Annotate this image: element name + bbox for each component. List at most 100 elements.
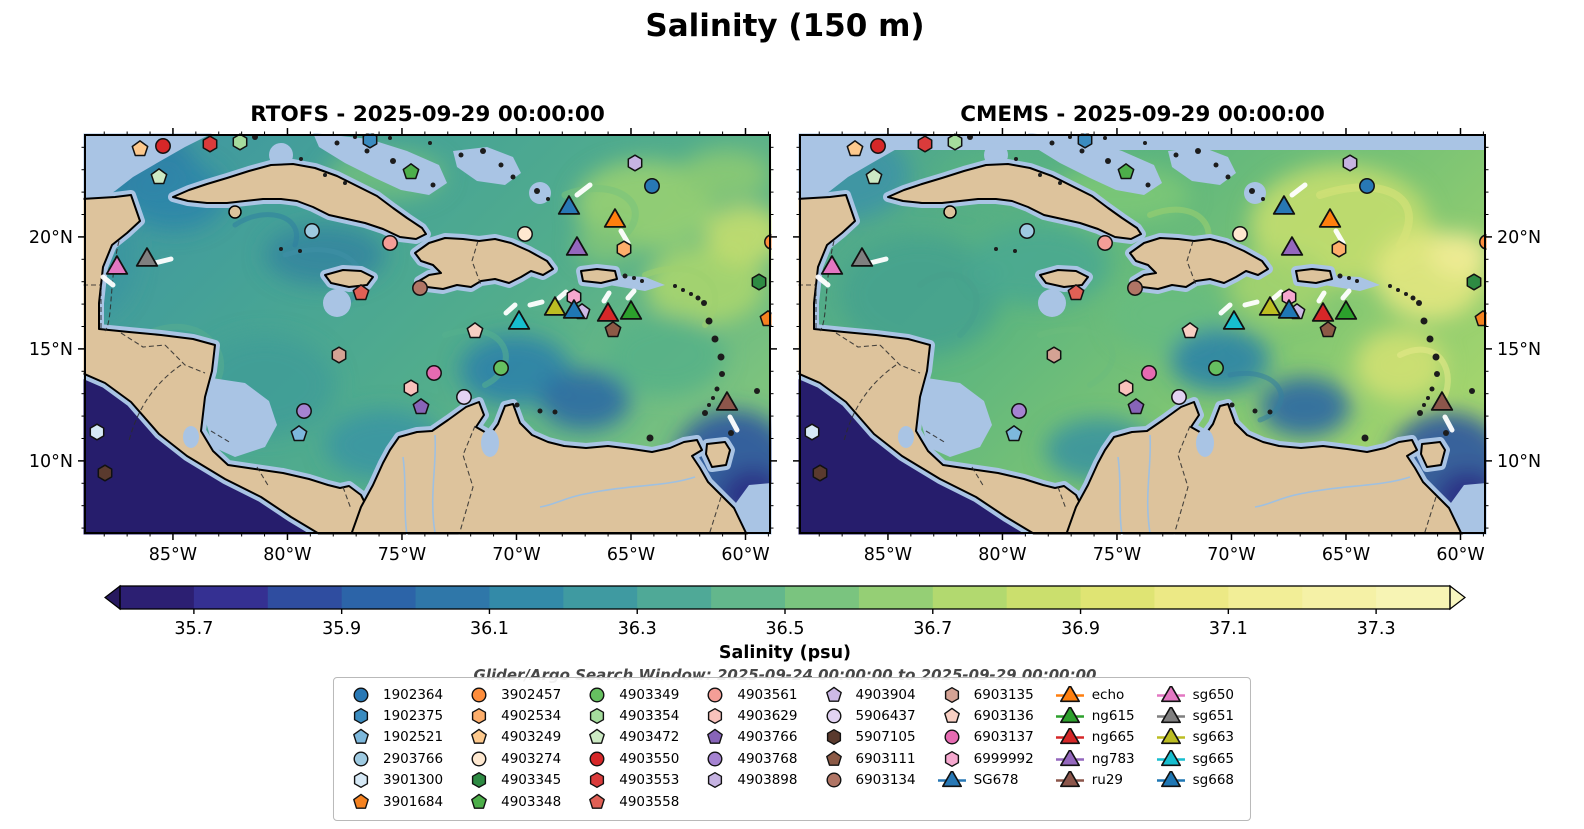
float-marker-icon <box>825 750 842 766</box>
colorbar-tick-label: 36.7 <box>913 619 952 639</box>
marker-ru29 <box>715 391 739 411</box>
colorbar: 35.7 35.9 36.1 36.3 36.5 36.7 36.9 37.1 37.3 Sali… <box>0 580 1584 665</box>
marker-4903274 <box>1232 226 1248 242</box>
marker-sg651 <box>135 247 159 267</box>
legend-item-sg650: sg650 <box>1156 684 1234 705</box>
legend-label: ru29 <box>1091 772 1124 789</box>
legend-item-4903561: 4903561 <box>700 684 797 705</box>
marker-ng783 <box>565 236 589 256</box>
lon-tick-label: 75°W <box>1093 545 1141 565</box>
legend-label: 5907105 <box>855 729 916 746</box>
legend-box: 1902364 1902375 1902521 2903766 3901300 39016… <box>332 677 1252 822</box>
lon-tick-label: 70°W <box>1207 545 1255 565</box>
marker-4903629 <box>403 379 419 397</box>
map-panel-cmems: CMEMS - 2025-09-29 00:00:00 85°W 80°W 75°W… <box>793 102 1541 565</box>
marker-6903134 <box>1127 280 1143 296</box>
marker-4903349 <box>493 360 509 376</box>
legend-item-4903550: 4903550 <box>582 748 679 769</box>
marker-4903553 <box>202 135 218 153</box>
marker-echo <box>603 208 627 228</box>
legend-item-ng615: ng615 <box>1055 705 1135 726</box>
lon-tick-label: 80°W <box>263 545 311 565</box>
marker-5906437 <box>1171 389 1187 405</box>
legend-item-sg651: sg651 <box>1156 705 1234 726</box>
legend-item-4903768: 4903768 <box>700 748 797 769</box>
marker-ng783 <box>1280 236 1304 256</box>
legend-label: 4903768 <box>737 750 798 767</box>
legend-label: 6903111 <box>855 750 916 767</box>
marker-4903558 <box>1067 284 1085 301</box>
marker-echo <box>1318 208 1342 228</box>
float-marker-icon <box>353 708 369 725</box>
float-marker-icon <box>707 751 723 767</box>
marker-4903558 <box>352 284 370 301</box>
glider-marker-icon <box>1156 749 1185 766</box>
legend-item-ru29: ru29 <box>1055 770 1135 791</box>
legend-label: sg651 <box>1192 708 1235 725</box>
marker-sg651 <box>850 247 874 267</box>
legend-item-3901300: 3901300 <box>346 770 443 791</box>
legend-label: sg663 <box>1192 729 1235 746</box>
legend-column: 1902364 1902375 1902521 2903766 3901300 39016… <box>346 684 443 812</box>
marker-4903550 <box>155 138 171 154</box>
colorbar-tick-label: 35.9 <box>322 619 361 639</box>
marker-SG678 <box>1272 195 1296 215</box>
legend-item-4903349: 4903349 <box>582 684 679 705</box>
float-marker-icon <box>590 708 605 725</box>
legend-label: 4903249 <box>501 729 562 746</box>
legend-item-sg665: sg665 <box>1156 748 1234 769</box>
marker-sg650 <box>820 255 844 275</box>
marker-4903768 <box>1011 403 1027 419</box>
legend-item-6903137: 6903137 <box>937 727 1034 748</box>
colorbar-tick-label: 36.5 <box>766 619 805 639</box>
marker-4903345 <box>751 273 767 291</box>
legend-label: ng783 <box>1091 750 1135 767</box>
marker-4903550 <box>870 138 886 154</box>
marker-ru29 <box>1430 391 1454 411</box>
legend-label: 6999992 <box>973 750 1034 767</box>
legend-item-4903249: 4903249 <box>464 727 561 748</box>
float-marker-icon <box>825 708 841 724</box>
glider-marker-icon <box>1156 771 1185 788</box>
marker-4903629 <box>1118 379 1134 397</box>
legend-label: 4903558 <box>619 793 680 810</box>
float-marker-icon <box>944 750 959 767</box>
marker-5907105 <box>97 464 113 482</box>
lat-tick-label: 20°N <box>29 228 73 248</box>
float-marker-icon <box>471 729 488 745</box>
legend-item-ng665: ng665 <box>1055 727 1135 748</box>
colorbar-tick-label: 37.3 <box>1357 619 1396 639</box>
marker-5906437 <box>456 389 472 405</box>
legend-item-sg663: sg663 <box>1156 727 1234 748</box>
legend-column: 4903904 5906437 5907105 6903111 6903134 <box>818 684 916 812</box>
float-marker-icon <box>472 708 487 725</box>
colorbar-tick-label: 35.7 <box>174 619 213 639</box>
marker-sg663 <box>543 296 567 316</box>
legend-item-4903274: 4903274 <box>464 748 561 769</box>
legend-item-4903345: 4903345 <box>464 770 561 791</box>
marker-2903766 <box>304 223 320 239</box>
float-marker-icon <box>708 708 723 725</box>
marker-6903111 <box>604 321 622 338</box>
float-marker-icon <box>707 687 723 703</box>
marker-2903766 <box>1019 223 1035 239</box>
float-marker-icon <box>353 751 369 767</box>
legend-label: 5906437 <box>855 708 916 725</box>
marker-3901684 <box>1474 310 1487 327</box>
marker-4903472 <box>865 168 883 185</box>
marker-sg668 <box>562 299 586 319</box>
legend-label: sg668 <box>1192 772 1235 789</box>
glider-marker-icon <box>1156 728 1185 745</box>
glider-marker-icon <box>1055 749 1084 766</box>
legend-item-echo: echo <box>1055 684 1135 705</box>
legend-item-5907105: 5907105 <box>818 727 916 748</box>
legend-column: 3902457 4902534 4903249 4903274 4903345 49033… <box>464 684 561 812</box>
legend-item-4903553: 4903553 <box>582 770 679 791</box>
legend-label: 4903348 <box>501 793 562 810</box>
legend-label: 1902364 <box>382 686 444 703</box>
legend-label: ng665 <box>1091 729 1135 746</box>
marker-4903898 <box>627 154 643 172</box>
marker-4903354 <box>232 133 248 151</box>
marker-ng665 <box>596 302 620 322</box>
marker-4903766 <box>412 398 430 415</box>
